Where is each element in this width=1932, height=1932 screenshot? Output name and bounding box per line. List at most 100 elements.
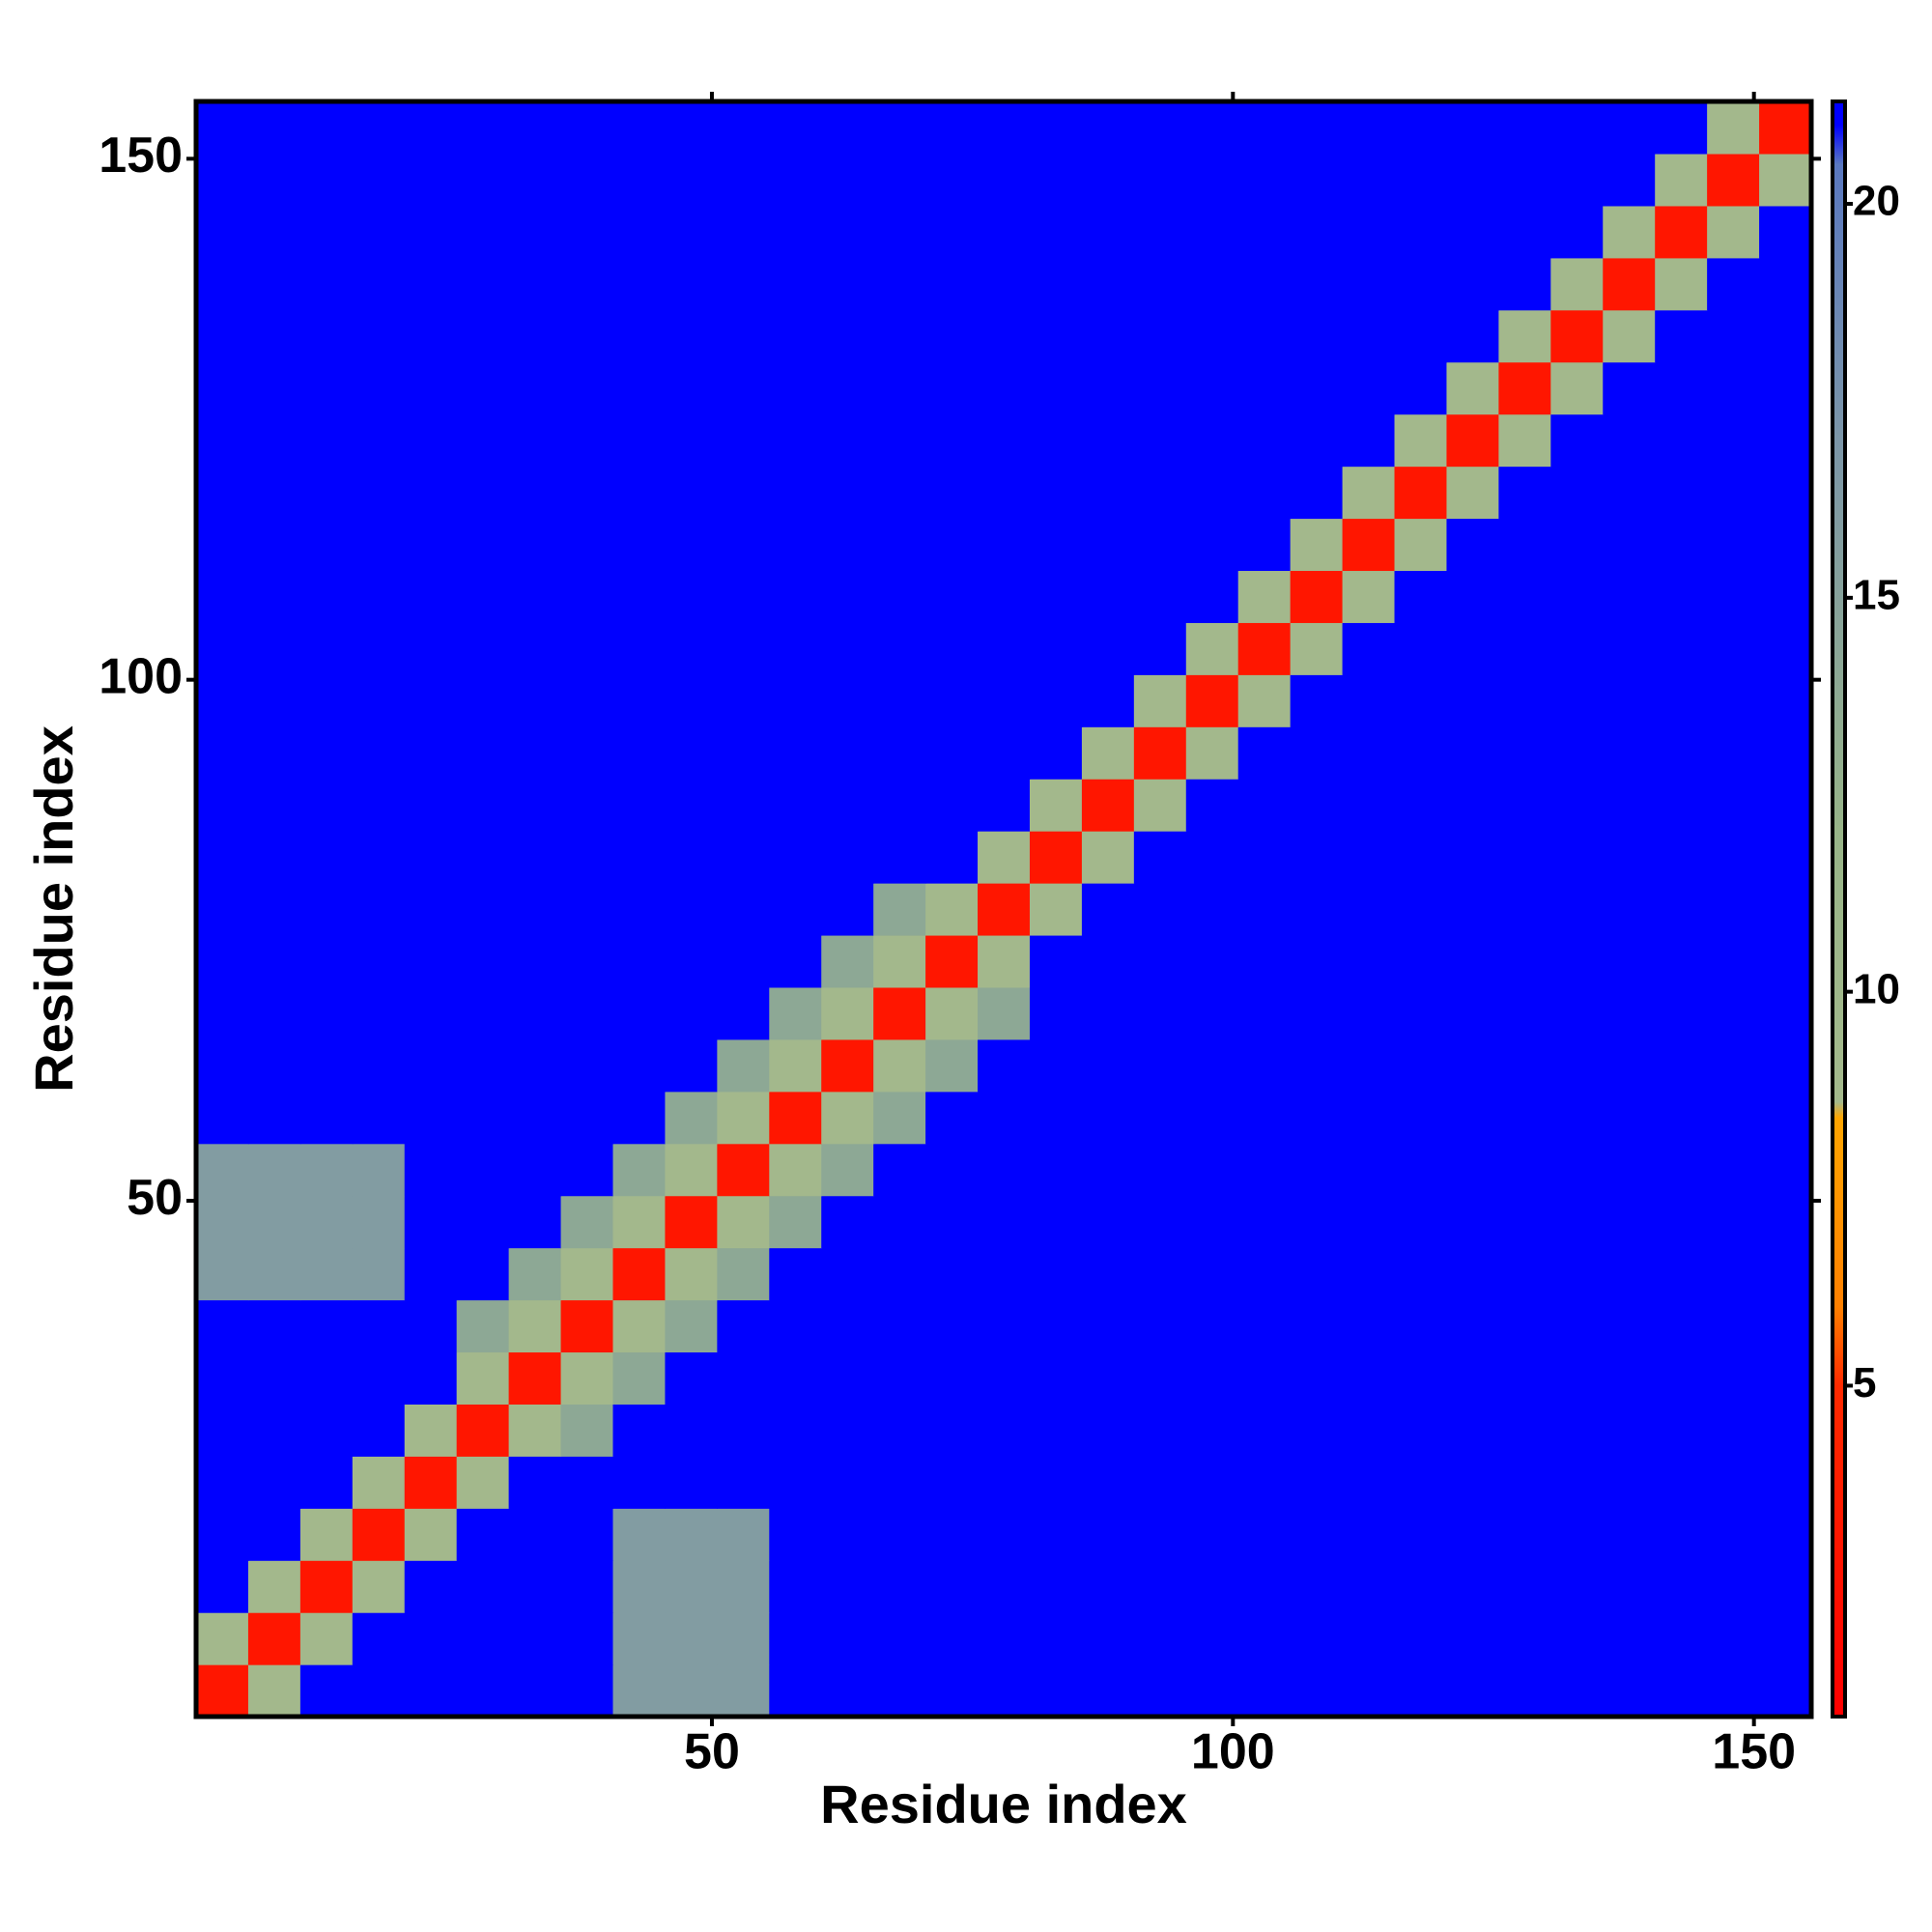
heatmap-cell bbox=[1342, 1456, 1396, 1509]
heatmap-cell bbox=[1446, 361, 1499, 415]
heatmap-cell bbox=[299, 309, 354, 363]
heatmap-cell bbox=[247, 779, 301, 832]
heatmap-cell bbox=[1498, 1143, 1551, 1197]
heatmap-cell bbox=[1029, 831, 1083, 884]
heatmap-cell bbox=[1446, 831, 1499, 884]
heatmap-cell bbox=[1655, 934, 1708, 988]
heatmap-cell bbox=[978, 1351, 1031, 1405]
heatmap-cell bbox=[1185, 674, 1239, 727]
heatmap-cell bbox=[299, 726, 354, 780]
heatmap-cell bbox=[1342, 1091, 1396, 1145]
heatmap-cell bbox=[404, 1195, 458, 1249]
heatmap-cell bbox=[1655, 1664, 1708, 1718]
heatmap-cell bbox=[196, 1299, 249, 1353]
heatmap-cell bbox=[1394, 1560, 1448, 1613]
heatmap-cell bbox=[247, 1351, 301, 1405]
heatmap-cell bbox=[247, 1195, 301, 1249]
heatmap-cell bbox=[1550, 1351, 1604, 1405]
heatmap-cell bbox=[612, 883, 667, 936]
heatmap-cell bbox=[1707, 831, 1760, 884]
heatmap-cell bbox=[299, 518, 354, 572]
heatmap-cell bbox=[717, 1560, 770, 1613]
heatmap-cell bbox=[196, 309, 249, 363]
heatmap-cell bbox=[978, 883, 1031, 936]
heatmap-cell bbox=[1394, 518, 1448, 572]
heatmap-cell bbox=[404, 518, 458, 572]
heatmap-cell bbox=[1446, 1247, 1499, 1301]
heatmap-cell bbox=[1081, 1299, 1135, 1353]
heatmap-cell bbox=[1290, 1612, 1344, 1665]
heatmap-cell bbox=[1550, 1038, 1604, 1093]
heatmap-cell bbox=[1237, 466, 1292, 520]
heatmap-cell bbox=[1707, 101, 1760, 155]
heatmap-cell bbox=[196, 1508, 249, 1561]
heatmap-cell bbox=[299, 622, 354, 675]
heatmap-cell bbox=[873, 1195, 926, 1249]
heatmap-cell bbox=[247, 413, 301, 468]
heatmap-cell bbox=[508, 883, 562, 936]
heatmap-cell bbox=[299, 257, 354, 311]
heatmap-cell bbox=[1237, 1195, 1292, 1249]
heatmap-cell bbox=[247, 153, 301, 207]
heatmap-cell bbox=[1759, 101, 1812, 155]
heatmap-cell bbox=[1394, 1247, 1448, 1301]
heatmap-cell bbox=[456, 205, 510, 259]
heatmap-cell bbox=[1394, 674, 1448, 727]
heatmap-cell bbox=[1081, 831, 1135, 884]
heatmap-cell bbox=[352, 413, 406, 468]
heatmap-cell bbox=[1446, 257, 1499, 311]
heatmap-cell bbox=[352, 883, 406, 936]
heatmap-cell bbox=[1029, 1143, 1083, 1197]
heatmap-cell bbox=[821, 726, 874, 780]
heatmap-cell bbox=[508, 1091, 562, 1145]
heatmap-cell bbox=[299, 883, 354, 936]
heatmap-cell bbox=[352, 674, 406, 727]
heatmap-cell bbox=[1550, 934, 1604, 988]
heatmap-cell bbox=[873, 518, 926, 572]
heatmap-cell bbox=[978, 1560, 1031, 1613]
heatmap-cell bbox=[1342, 153, 1396, 207]
heatmap-cell bbox=[1029, 101, 1083, 155]
heatmap-cell bbox=[1707, 153, 1760, 207]
heatmap-cell bbox=[1185, 1091, 1239, 1145]
heatmap-cell bbox=[1603, 934, 1656, 988]
heatmap-cell bbox=[456, 101, 510, 155]
heatmap-cell bbox=[1550, 518, 1604, 572]
heatmap-cell bbox=[299, 101, 354, 155]
heatmap-cell bbox=[1290, 309, 1344, 363]
heatmap-cell bbox=[769, 674, 822, 727]
heatmap-cell bbox=[1498, 518, 1551, 572]
heatmap-cell bbox=[1290, 1247, 1344, 1301]
heatmap-cell bbox=[1029, 934, 1083, 988]
heatmap-cell bbox=[456, 779, 510, 832]
heatmap-cell bbox=[821, 1299, 874, 1353]
heatmap-cell bbox=[560, 101, 614, 155]
heatmap-cell bbox=[1603, 1456, 1656, 1509]
heatmap-cell bbox=[1498, 1091, 1551, 1145]
heatmap-cell bbox=[560, 1038, 614, 1093]
heatmap-cell bbox=[456, 1038, 510, 1093]
heatmap-cell bbox=[978, 518, 1031, 572]
heatmap-cell bbox=[1029, 986, 1083, 1040]
heatmap-cell bbox=[821, 934, 874, 988]
heatmap-cell bbox=[456, 1508, 510, 1561]
heatmap-cell bbox=[717, 674, 770, 727]
heatmap-cell bbox=[1185, 934, 1239, 988]
heatmap-cell bbox=[1081, 413, 1135, 468]
heatmap-cell bbox=[1498, 726, 1551, 780]
heatmap-cell bbox=[1498, 779, 1551, 832]
heatmap-cell bbox=[352, 1456, 406, 1509]
heatmap-cell bbox=[1498, 934, 1551, 988]
heatmap-cell bbox=[925, 1456, 979, 1509]
heatmap-cell bbox=[769, 361, 822, 415]
heatmap-cell bbox=[769, 1091, 822, 1145]
heatmap-cell bbox=[665, 413, 718, 468]
heatmap-cell bbox=[1029, 779, 1083, 832]
heatmap-cell bbox=[1655, 779, 1708, 832]
heatmap-cell bbox=[299, 1038, 354, 1093]
heatmap-cell bbox=[769, 1508, 822, 1561]
heatmap-cell bbox=[873, 309, 926, 363]
heatmap-cell bbox=[1550, 831, 1604, 884]
heatmap-cell bbox=[873, 570, 926, 623]
heatmap-cell bbox=[1133, 1299, 1187, 1353]
